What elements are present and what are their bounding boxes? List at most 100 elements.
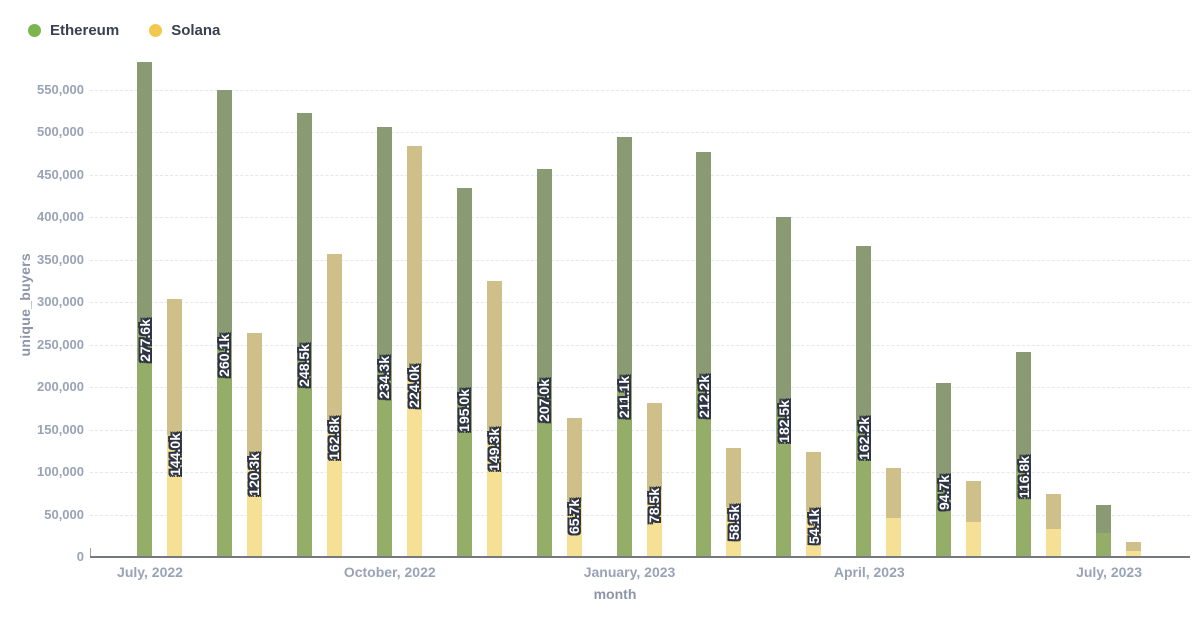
gridline <box>90 90 1190 91</box>
bar-solana-12[interactable] <box>1046 494 1062 557</box>
ethereum-legend-dot-icon <box>28 24 41 37</box>
bar-ethereum-10[interactable] <box>856 246 872 557</box>
ethereum-highlighted-segment <box>296 346 312 557</box>
bar-value-label: 182.5k <box>775 400 792 443</box>
bar-solana-1[interactable] <box>167 298 182 557</box>
solana-total-segment <box>246 332 262 455</box>
solana-highlighted-segment <box>886 517 902 557</box>
bar-ethereum-12[interactable] <box>1016 351 1032 557</box>
bar-value-label: 234.3k <box>376 356 393 399</box>
bar-solana-4[interactable] <box>406 146 422 557</box>
bar-solana-2[interactable] <box>246 332 262 557</box>
bar-ethereum-4[interactable] <box>376 126 392 557</box>
gridline <box>90 387 1190 389</box>
gridline <box>90 217 1190 219</box>
solana-total-segment <box>406 146 422 367</box>
x-axis-tick-label: January, 2023 <box>583 564 676 580</box>
solana-highlighted-segment <box>646 490 662 557</box>
bar-ethereum-1[interactable] <box>137 61 152 557</box>
ethereum-highlighted-segment <box>616 377 632 557</box>
bar-value-label: 212.2k <box>695 374 712 418</box>
bar-value-label: 149.3k <box>486 428 503 472</box>
bar-value-label: 120.3k <box>246 452 263 496</box>
bar-value-label: 162.2k <box>855 417 872 461</box>
bar-solana-13[interactable] <box>1126 541 1142 557</box>
bar-solana-10[interactable] <box>886 467 902 557</box>
ethereum-total-segment <box>296 112 312 346</box>
y-axis-tick-label: 100,000 <box>37 464 84 480</box>
solana-total-segment <box>966 481 982 523</box>
y-axis-tick-label: 150,000 <box>37 421 84 437</box>
bar-ethereum-9[interactable] <box>776 217 792 557</box>
x-axis-title: month <box>593 586 637 602</box>
bar-value-label: 94.7k <box>935 474 952 510</box>
solana-highlighted-segment <box>566 501 582 557</box>
gridline <box>90 302 1190 304</box>
bar-value-label: 277.6k <box>136 319 153 363</box>
y-axis-tick-label: 0 <box>76 549 84 564</box>
x-axis-tick-label: October, 2022 <box>343 564 436 580</box>
bar-ethereum-13[interactable] <box>1096 505 1112 557</box>
x-axis-left-tick <box>90 548 91 556</box>
ethereum-total-segment <box>137 61 152 322</box>
bar-solana-11[interactable] <box>966 481 982 557</box>
legend-label-ethereum: Ethereum <box>50 22 120 39</box>
legend-item-ethereum[interactable]: Ethereum <box>28 22 119 39</box>
bar-solana-3[interactable] <box>326 253 342 557</box>
bar-solana-5[interactable] <box>486 281 502 557</box>
bar-value-label: 58.5k <box>725 505 742 541</box>
solana-highlighted-segment <box>486 430 502 557</box>
bar-solana-9[interactable] <box>806 451 822 557</box>
y-axis-tick-label: 450,000 <box>37 166 84 182</box>
y-axis-tick-label: 300,000 <box>37 294 84 310</box>
bar-ethereum-8[interactable] <box>696 151 712 557</box>
ethereum-highlighted-segment <box>776 402 792 557</box>
bar-value-label: 211.1k <box>616 375 633 418</box>
ethereum-total-segment <box>936 382 952 477</box>
ethereum-highlighted-segment <box>856 419 872 557</box>
ethereum-total-segment <box>616 136 632 378</box>
solana-total-segment <box>646 403 662 491</box>
legend: Ethereum Solana <box>28 22 220 39</box>
ethereum-highlighted-segment <box>376 358 392 557</box>
legend-item-solana[interactable]: Solana <box>149 22 220 39</box>
bar-value-label: 224.0k <box>406 364 423 408</box>
ethereum-highlighted-segment <box>1096 533 1112 557</box>
y-axis-tick-label: 350,000 <box>37 251 84 267</box>
bar-ethereum-11[interactable] <box>936 382 952 557</box>
solana-total-segment <box>566 417 582 502</box>
bar-solana-8[interactable] <box>726 448 742 557</box>
y-axis-tick-label: 500,000 <box>37 124 84 140</box>
y-axis-tick-label: 400,000 <box>37 209 84 225</box>
legend-label-solana: Solana <box>171 22 221 39</box>
bar-value-label: 248.5k <box>296 344 313 387</box>
bar-ethereum-7[interactable] <box>616 136 632 557</box>
solana-highlighted-segment <box>246 454 262 557</box>
x-axis-tick-label: April, 2023 <box>833 564 905 580</box>
ethereum-highlighted-segment <box>456 391 472 557</box>
solana-total-segment <box>1126 541 1142 552</box>
gridline <box>90 344 1190 346</box>
ethereum-highlighted-segment <box>936 476 952 557</box>
solana-highlighted-segment <box>406 366 422 557</box>
bar-solana-7[interactable] <box>646 403 662 557</box>
bar-ethereum-5[interactable] <box>456 187 472 557</box>
solana-total-segment <box>1046 494 1062 529</box>
solana-highlighted-segment <box>1126 551 1142 557</box>
ethereum-total-segment <box>216 90 232 337</box>
solana-highlighted-segment <box>1046 528 1062 557</box>
y-axis-tick-label: 50,000 <box>44 506 84 522</box>
bar-ethereum-3[interactable] <box>296 112 312 557</box>
solana-total-segment <box>806 451 822 512</box>
ethereum-total-segment <box>776 217 792 403</box>
x-axis-tick-label: July, 2023 <box>1076 564 1142 580</box>
ethereum-highlighted-segment <box>696 376 712 557</box>
x-axis-tick-label: July, 2022 <box>117 564 183 580</box>
bar-ethereum-6[interactable] <box>536 168 552 557</box>
bar-value-label: 54.1k <box>805 509 822 545</box>
bar-solana-6[interactable] <box>566 417 582 557</box>
ethereum-total-segment <box>456 187 472 392</box>
bar-value-label: 162.8k <box>326 416 343 460</box>
bar-ethereum-2[interactable] <box>216 90 232 557</box>
bar-value-label: 144.0k <box>166 432 183 476</box>
